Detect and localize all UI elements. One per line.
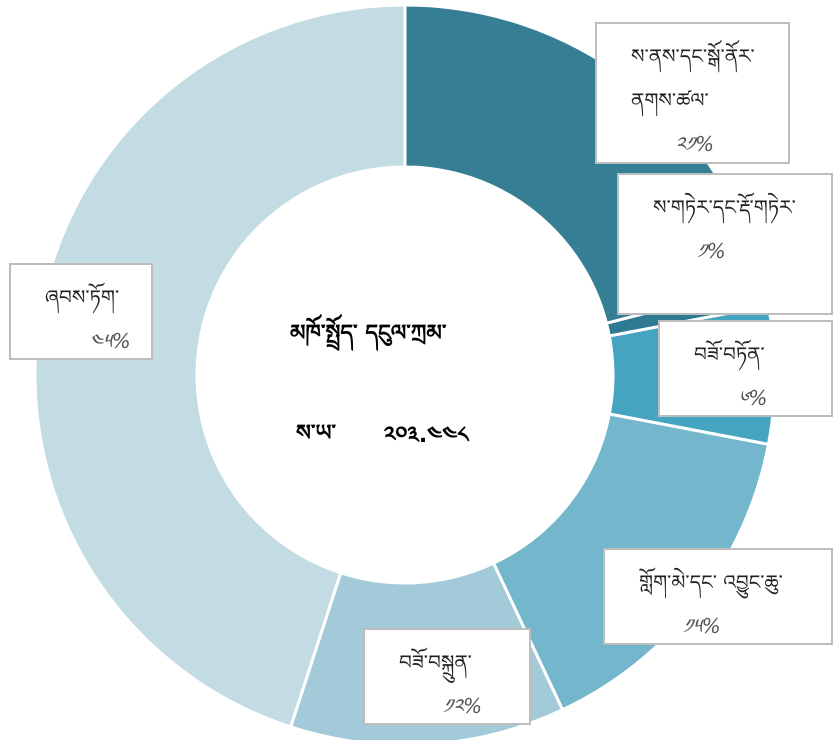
- total-value: ༢༠༣.༤༤༨: [384, 423, 469, 448]
- value-label: ༡༢%: [443, 694, 483, 718]
- value-label: ༡༥%: [683, 614, 721, 638]
- center-title: མཁོ་སྤྲོད་ དངུལ་ཀྲམ་: [290, 321, 447, 346]
- data-label: གློག་མེ་དང་ འབྱུང་ཆུ་ ༡༥%: [603, 548, 833, 645]
- data-label: བཟོ་བཏོན་ ༦%: [658, 320, 833, 417]
- category-label: བཟོ་བསྐྲུན་: [399, 650, 472, 674]
- total-label: ས་ཡ་: [296, 421, 337, 446]
- category-label: ཞབས་ཏོག་: [45, 285, 120, 309]
- category-label: བཟོ་བཏོན་: [694, 342, 765, 366]
- data-label: ས་གཏེར་དང་རྡོ་གཏེར་ ༡%: [617, 173, 833, 315]
- value-label: ༤༥%: [89, 329, 131, 353]
- value-label: ༡%: [697, 239, 726, 263]
- data-label: བཟོ་བསྐྲུན་ ༡༢%: [363, 628, 531, 725]
- category-label: ས་ནས་དང་སྒོ་ནོར་ནགས་ཚལ་: [631, 44, 755, 112]
- data-label: ས་ནས་དང་སྒོ་ནོར་ནགས་ཚལ་ ༢༡%: [595, 22, 790, 164]
- slice: [33, 3, 407, 729]
- value-label: ༦%: [738, 386, 768, 410]
- data-label: ཞབས་ཏོག་ ༤༥%: [9, 263, 153, 360]
- category-label: གློག་མེ་དང་ འབྱུང་ཆུ་: [639, 570, 783, 594]
- value-label: ༢༡%: [675, 132, 715, 156]
- category-label: ས་གཏེར་དང་རྡོ་གཏེར་: [653, 195, 796, 219]
